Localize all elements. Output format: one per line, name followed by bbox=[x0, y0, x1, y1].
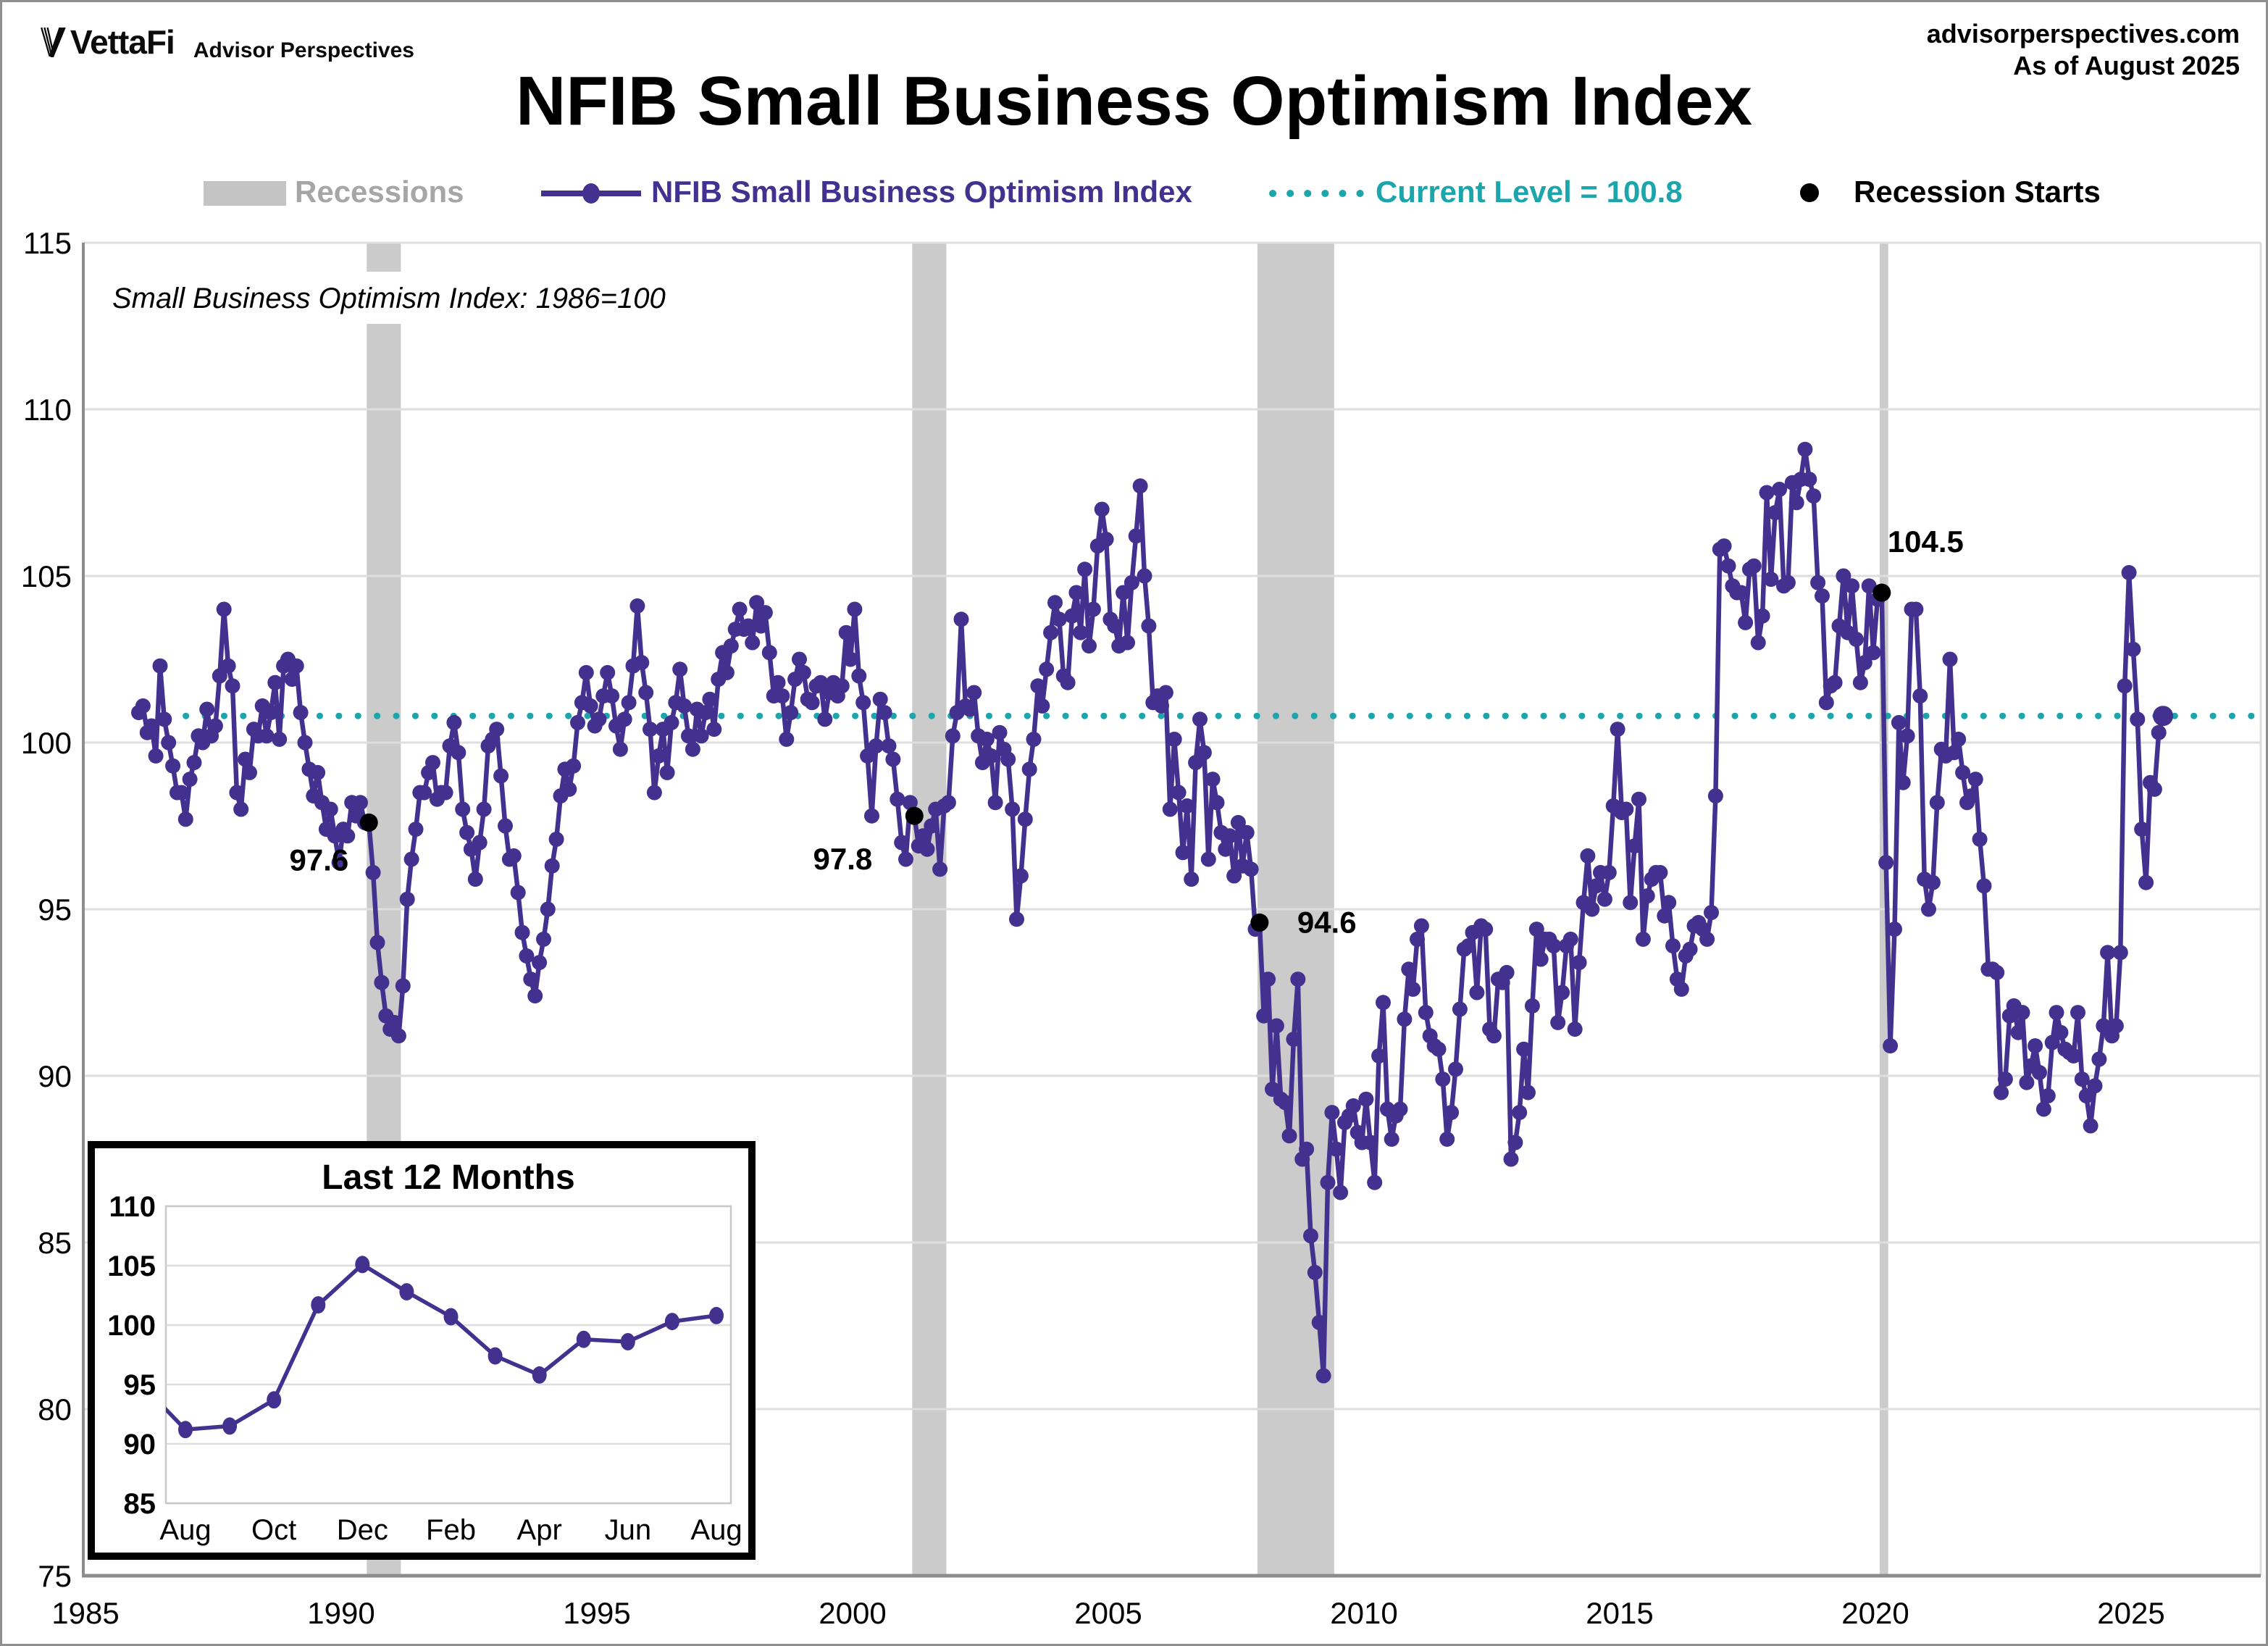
recession-start-value-label: 104.5 bbox=[1888, 525, 1964, 559]
recession-start-dot-icon bbox=[1800, 183, 1819, 202]
y-tick-label: 90 bbox=[38, 1059, 72, 1093]
x-tick-label: 1985 bbox=[51, 1596, 119, 1630]
recession-start-dot bbox=[1872, 583, 1891, 602]
recession-start-dot bbox=[905, 806, 924, 825]
inset-y-tick-label: 85 bbox=[124, 1488, 156, 1520]
dotted-line-icon bbox=[1269, 190, 1370, 197]
x-tick-label: 2010 bbox=[1330, 1596, 1397, 1630]
y-tick-label: 115 bbox=[23, 226, 72, 260]
inset-x-tick-label: Apr bbox=[517, 1514, 562, 1546]
recession-start-dot bbox=[359, 813, 378, 832]
inset-y-tick-label: 100 bbox=[107, 1310, 156, 1342]
y-tick-label: 85 bbox=[38, 1226, 72, 1260]
recession-start-value-label: 94.6 bbox=[1297, 905, 1357, 939]
header-right: advisorperspectives.com As of August 202… bbox=[1927, 18, 2240, 82]
y-tick-label: 100 bbox=[21, 726, 72, 760]
inset-x-tick-label: Aug bbox=[159, 1514, 211, 1546]
inset-x-tick-label: Feb bbox=[426, 1514, 476, 1546]
x-tick-label: 1995 bbox=[563, 1596, 630, 1630]
legend-recession-starts-label: Recession Starts bbox=[1854, 175, 2101, 209]
recession-start-value-label: 97.8 bbox=[813, 842, 873, 876]
inset-markers bbox=[178, 1256, 724, 1439]
y-tick-label: 75 bbox=[38, 1559, 72, 1593]
inset-y-tick-label: 90 bbox=[124, 1429, 156, 1461]
inset-y-tick-label: 95 bbox=[124, 1369, 156, 1401]
inset-y-tick-label: 105 bbox=[107, 1250, 156, 1282]
optimism-markers bbox=[131, 441, 2174, 1384]
x-tick-label: 2015 bbox=[1586, 1596, 1653, 1630]
index-base-annotation: Small Business Optimism Index: 1986=100 bbox=[112, 283, 666, 314]
inset-x-tick-label: Aug bbox=[690, 1514, 742, 1546]
x-tick-label: 1990 bbox=[307, 1596, 374, 1630]
as-of-date: As of August 2025 bbox=[2013, 50, 2240, 80]
logo-text: VettaFi bbox=[70, 23, 175, 61]
vettafi-logo: VettaFi bbox=[40, 22, 175, 62]
logo-subtitle: Advisor Perspectives bbox=[193, 38, 414, 62]
last-12-months-inset: Last 12 Months 85 90 95 100 105 110 Aug Oct Dec Fe… bbox=[88, 1141, 756, 1560]
inset-x-tick-label: Dec bbox=[337, 1514, 388, 1546]
inset-title: Last 12 Months bbox=[322, 1158, 574, 1197]
y-tick-label: 95 bbox=[38, 893, 72, 927]
inset-x-tick-label: Jun bbox=[605, 1514, 652, 1546]
series-line-icon bbox=[541, 183, 641, 204]
header-left: VettaFi Advisor Perspectives bbox=[40, 22, 414, 63]
y-tick-label: 105 bbox=[21, 559, 72, 593]
recession-start-dot bbox=[1250, 913, 1269, 932]
legend-recessions-label: Recessions bbox=[295, 175, 464, 209]
page-title: NFIB Small Business Optimism Index bbox=[515, 62, 1753, 140]
vettafi-logo-v-icon bbox=[41, 27, 66, 57]
inset-y-tick-label: 110 bbox=[109, 1191, 156, 1223]
recession-start-value-label: 97.6 bbox=[289, 843, 348, 877]
site-url: advisorperspectives.com bbox=[1926, 19, 2240, 49]
x-tick-label: 2025 bbox=[2097, 1596, 2164, 1630]
recession-swatch-icon bbox=[204, 181, 286, 206]
y-tick-label: 110 bbox=[23, 393, 72, 427]
legend-series-label: NFIB Small Business Optimism Index bbox=[651, 175, 1192, 209]
x-tick-label: 2005 bbox=[1074, 1596, 1142, 1630]
legend-current-level-label: Current Level = 100.8 bbox=[1376, 175, 1683, 209]
inset-x-tick-label: Oct bbox=[251, 1514, 296, 1546]
annotation-backing bbox=[104, 272, 658, 324]
inset-line bbox=[166, 1262, 717, 1432]
x-tick-label: 2000 bbox=[819, 1596, 886, 1630]
x-tick-label: 2020 bbox=[1841, 1596, 1909, 1630]
inset-chart: Last 12 Months 85 90 95 100 105 110 Aug Oct Dec Fe… bbox=[107, 1158, 742, 1546]
y-tick-label: 80 bbox=[38, 1392, 72, 1426]
